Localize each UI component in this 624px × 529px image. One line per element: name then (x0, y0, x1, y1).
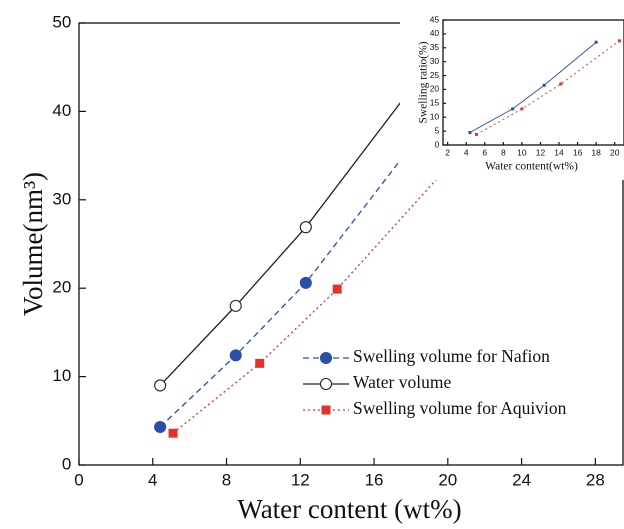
y-tick-label: 40 (430, 28, 440, 38)
y-tick-label: 50 (52, 12, 71, 31)
y-tick-label: 0 (434, 139, 439, 149)
legend-label: Water volume (353, 372, 451, 392)
x-tick-label: 10 (517, 147, 527, 157)
series-line (159, 93, 408, 386)
x-tick-label: 24 (512, 471, 531, 490)
inset-background (400, 4, 624, 180)
y-tick-label: 30 (430, 56, 440, 66)
y-tick-label: 20 (430, 84, 440, 94)
marker (154, 379, 167, 392)
x-tick-label: 8 (222, 471, 231, 490)
legend-label: Swelling volume for Nafion (353, 346, 550, 366)
x-tick-label: 18 (591, 147, 601, 157)
marker (474, 132, 478, 136)
x-axis-label: Water content (wt%) (237, 494, 461, 524)
marker (154, 420, 167, 434)
x-tick-label: 20 (438, 471, 457, 490)
y-tick-label: 45 (430, 14, 440, 24)
x-tick-label: 6 (482, 147, 487, 157)
x-axis-label: Water content(wt%) (485, 161, 578, 173)
series-line (476, 40, 620, 135)
y-tick-label: 10 (52, 366, 71, 385)
marker (299, 276, 312, 289)
x-tick-label: 4 (464, 147, 469, 157)
y-tick-label: 35 (430, 42, 440, 52)
marker (332, 284, 342, 294)
legend-label: Swelling volume for Aquivion (353, 398, 567, 418)
x-tick-label: 0 (74, 471, 83, 490)
x-tick-label: 16 (573, 147, 583, 157)
y-tick-label: 10 (430, 111, 440, 121)
marker (229, 349, 242, 362)
marker (468, 131, 472, 134)
marker (321, 405, 331, 415)
y-tick-label: 15 (430, 98, 440, 108)
marker (299, 221, 312, 234)
x-tick-label: 16 (365, 471, 384, 490)
y-axis-label: Swelling ratio(%) (418, 41, 430, 123)
plot-frame (78, 22, 624, 466)
y-tick-label: 0 (62, 454, 71, 473)
marker (542, 83, 546, 87)
y-tick-label: 5 (434, 125, 439, 135)
marker (594, 40, 598, 44)
y-tick-label: 25 (430, 70, 440, 80)
marker (168, 428, 178, 438)
plot-frame (442, 19, 624, 146)
x-tick-label: 12 (536, 147, 546, 157)
y-tick-label: 40 (52, 101, 71, 120)
x-tick-label: 20 (610, 147, 620, 157)
y-tick-label: 30 (52, 189, 71, 208)
series-line (469, 41, 597, 133)
x-tick-label: 2 (445, 147, 450, 157)
x-tick-label: 28 (586, 471, 605, 490)
x-tick-label: 14 (554, 147, 564, 157)
legend: Swelling volume for Nafion Water volume Sw… (303, 346, 567, 418)
marker (229, 299, 242, 312)
x-tick-label: 4 (148, 471, 157, 490)
series-line (159, 150, 408, 428)
marker (520, 107, 524, 111)
x-tick-label: 12 (291, 471, 310, 490)
marker (617, 39, 621, 43)
marker (559, 82, 563, 86)
marker (511, 107, 515, 111)
x-tick-label: 8 (501, 147, 506, 157)
marker (319, 377, 333, 391)
y-tick-label: 20 (52, 278, 71, 297)
marker (319, 351, 333, 365)
series-line (172, 162, 452, 434)
marker (255, 358, 265, 368)
y-axis-label: Volume(nm³) (18, 172, 48, 316)
